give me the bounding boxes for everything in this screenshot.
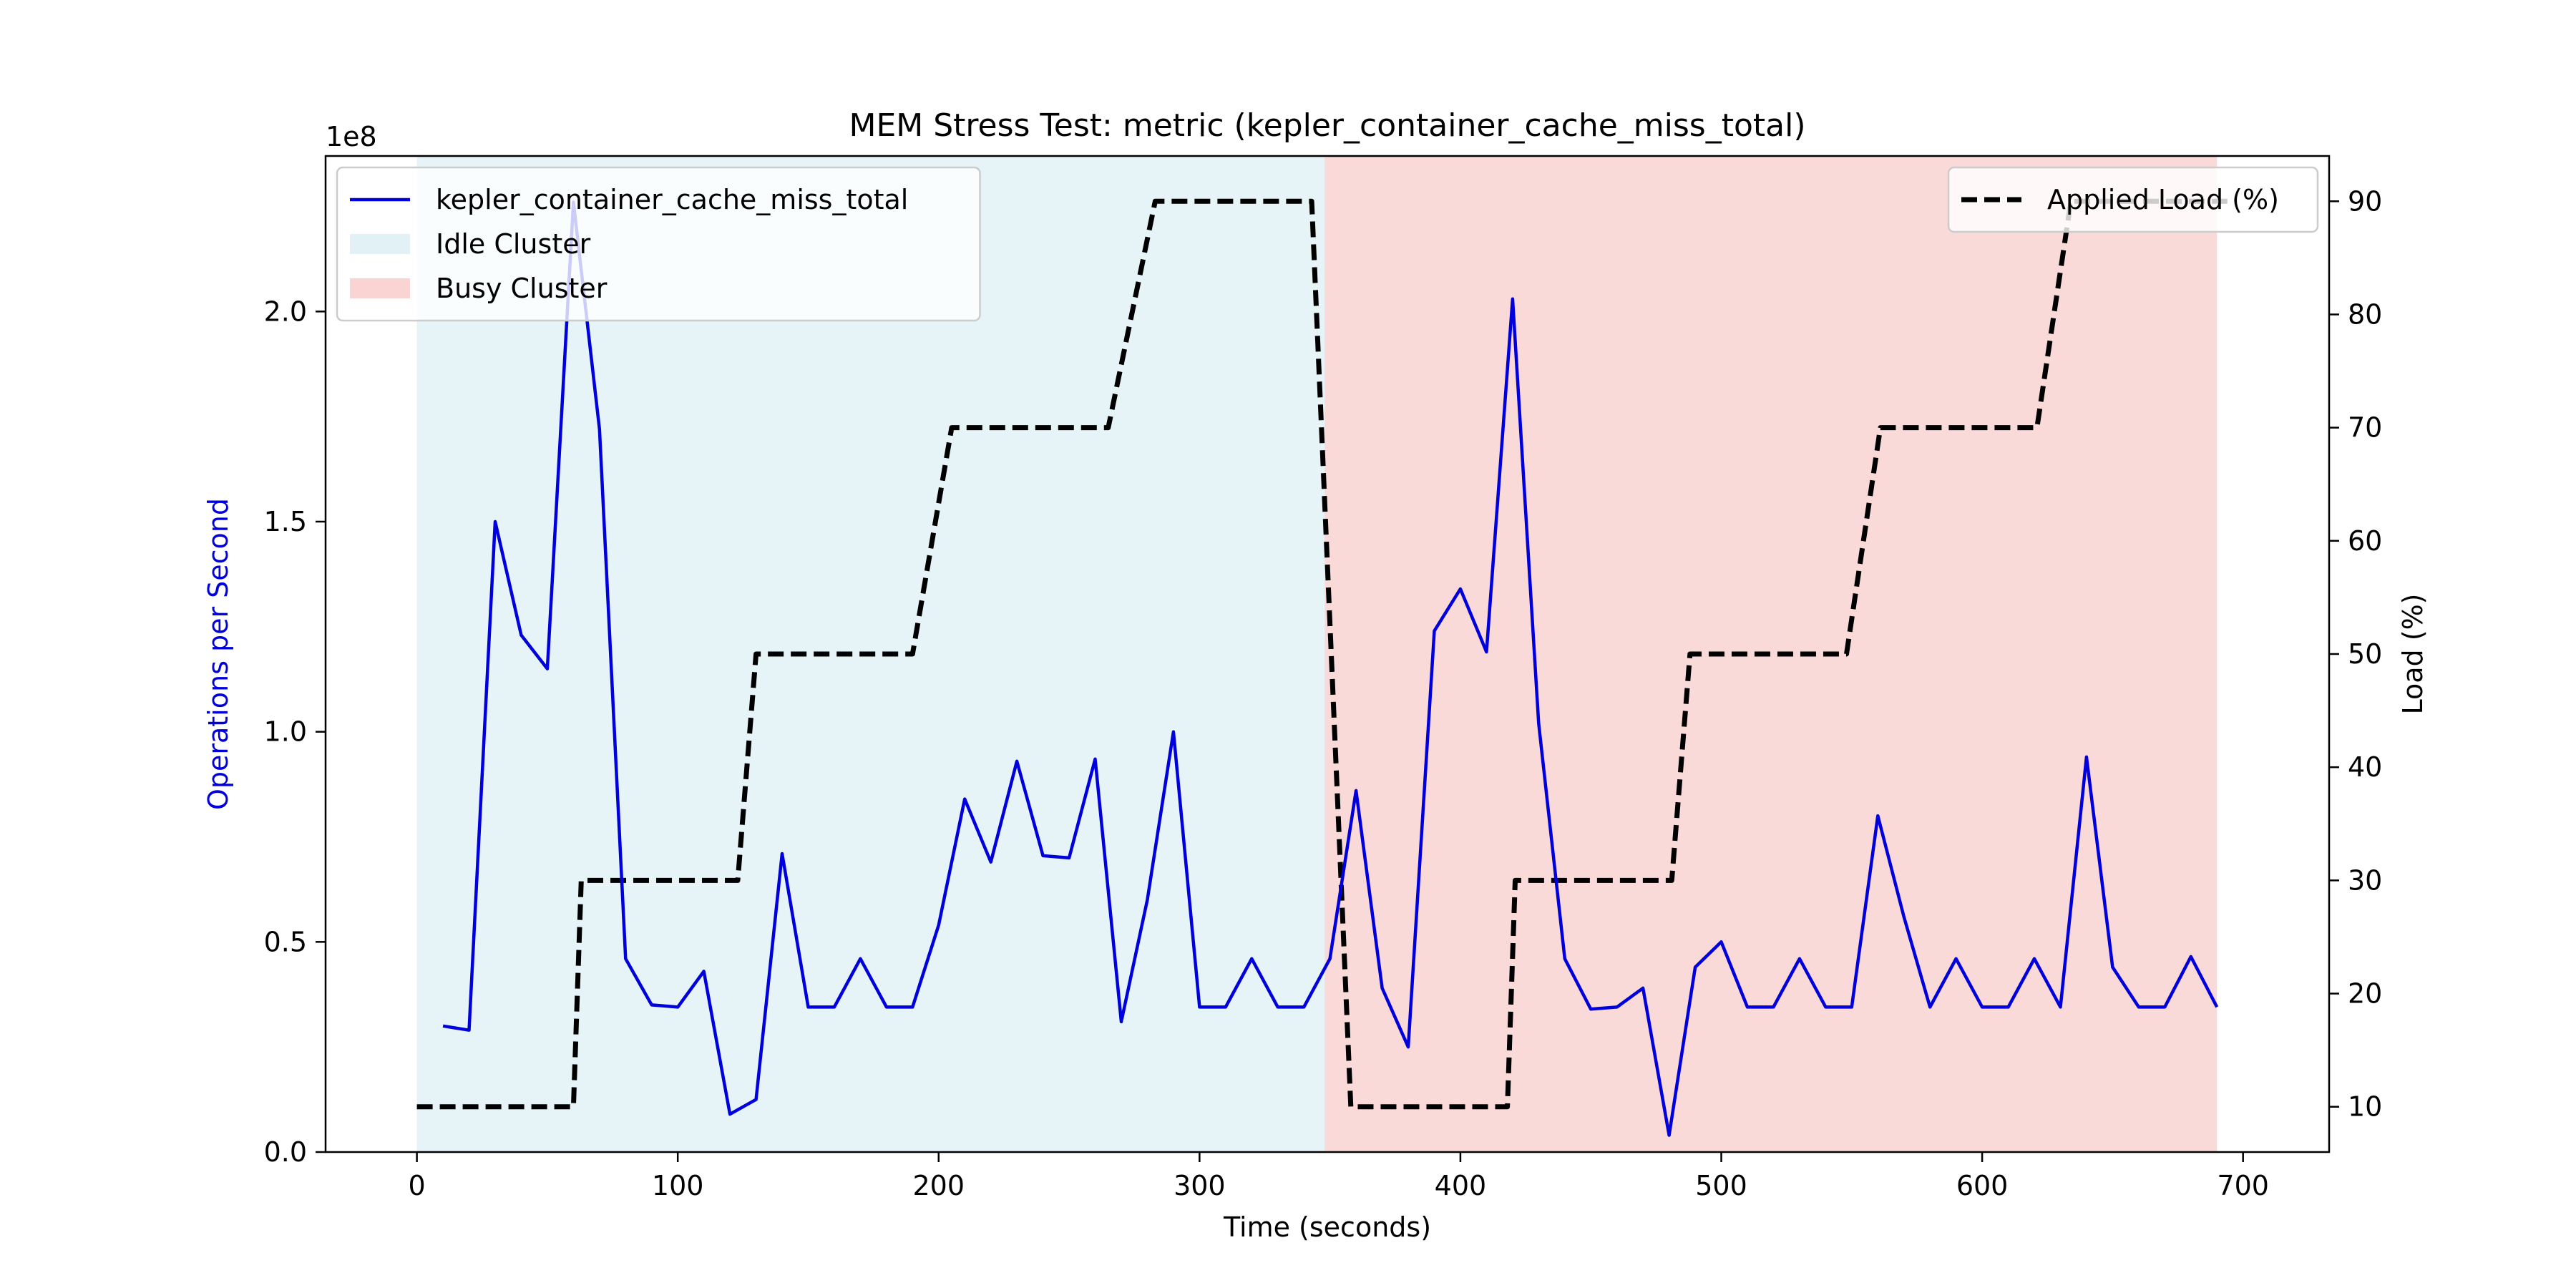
x-tick-label: 400 — [1435, 1170, 1487, 1201]
y2-tick-label: 70 — [2348, 412, 2382, 444]
x-tick-label: 100 — [652, 1170, 704, 1201]
y2-tick-label: 90 — [2348, 185, 2382, 217]
applied-load-series — [416, 198, 2228, 1110]
y-axis-label: Operations per Second — [203, 498, 234, 810]
applied-load-line — [416, 198, 2228, 1110]
y2-tick-label: 50 — [2348, 638, 2382, 670]
region-busy-cluster — [1324, 156, 2218, 1152]
y2-tick-label: 10 — [2348, 1091, 2382, 1123]
y-axis-left: 0.0 0.5 1.0 1.5 2.0 — [264, 296, 326, 1168]
legend-label-applied-load: Applied Load (%) — [2047, 184, 2279, 215]
legend-right: Applied Load (%) — [1947, 166, 2319, 233]
x-tick-label: 300 — [1174, 1170, 1226, 1201]
y2-tick-label: 80 — [2348, 298, 2382, 330]
cache-miss-line — [442, 200, 2219, 1137]
y2-tick-label: 30 — [2348, 864, 2382, 896]
x-tick-label: 0 — [409, 1170, 426, 1201]
legend-swatch-idle-cluster — [350, 234, 410, 254]
legend-label-busy-cluster: Busy Cluster — [436, 273, 608, 304]
legend-swatch-busy-cluster — [350, 278, 410, 298]
y2-axis-label: Load (%) — [2397, 594, 2429, 715]
legend-left: kepler_container_cache_miss_total Idle Cl… — [336, 166, 981, 322]
x-tick-label: 700 — [2217, 1170, 2269, 1201]
y-tick-label: 1.5 — [264, 506, 307, 537]
y-tick-label: 0.0 — [264, 1136, 307, 1168]
y-tick-label: 0.5 — [264, 926, 307, 957]
chart-title: MEM Stress Test: metric (kepler_containe… — [849, 107, 1805, 144]
x-tick-label: 500 — [1695, 1170, 1747, 1201]
legend-box — [336, 166, 981, 322]
x-axis-label: Time (seconds) — [1223, 1211, 1431, 1243]
x-tick-label: 200 — [913, 1170, 965, 1201]
y-axis-right: 10 20 30 40 50 60 70 80 90 — [2329, 185, 2382, 1123]
y2-tick-label: 60 — [2348, 525, 2382, 557]
y-axis-offset-label: 1e8 — [326, 121, 377, 152]
y2-tick-label: 40 — [2348, 751, 2382, 783]
y-tick-label: 2.0 — [264, 296, 307, 327]
y2-tick-label: 20 — [2348, 978, 2382, 1010]
x-tick-label: 600 — [1956, 1170, 2009, 1201]
legend-label-idle-cluster: Idle Cluster — [436, 228, 591, 260]
legend-box — [1947, 166, 2319, 233]
x-axis: 0 100 200 300 400 500 600 700 — [409, 1152, 2269, 1201]
legend-label-kepler-container-cache-miss-total: kepler_container_cache_miss_total — [436, 184, 908, 215]
cache-miss-series — [442, 200, 2219, 1137]
y-tick-label: 1.0 — [264, 716, 307, 748]
